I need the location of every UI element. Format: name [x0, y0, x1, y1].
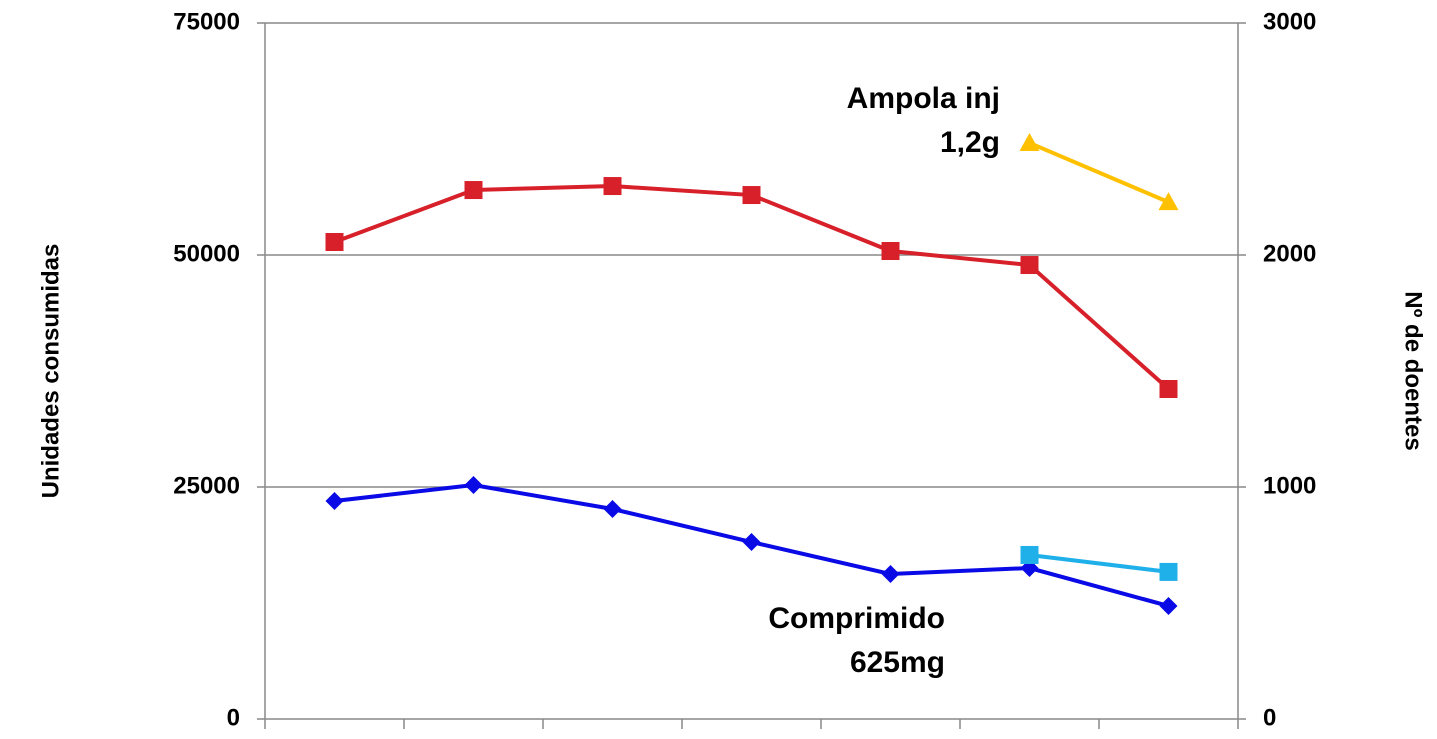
y2-axis-label: Nº de doentes: [1400, 291, 1427, 450]
marker: [1020, 256, 1039, 275]
annotation: 1,2g: [940, 126, 1000, 159]
marker: [1158, 192, 1179, 211]
marker: [464, 181, 483, 200]
marker: [1020, 545, 1039, 564]
marker: [742, 186, 761, 205]
marker: [325, 233, 344, 252]
y2-tick-label: 3000: [1263, 8, 1316, 35]
marker: [1159, 380, 1178, 399]
y-tick-label: 0: [227, 704, 240, 731]
marker: [325, 492, 344, 511]
annotation: 625mg: [850, 646, 945, 679]
marker: [464, 476, 483, 495]
y-tick-label: 50000: [173, 240, 240, 267]
annotation: Ampola inj: [847, 82, 1000, 115]
y2-tick-label: 1000: [1263, 472, 1316, 499]
y2-tick-label: 2000: [1263, 240, 1316, 267]
marker: [881, 565, 900, 584]
y-tick-label: 75000: [173, 8, 240, 35]
marker: [603, 177, 622, 196]
y-tick-label: 25000: [173, 472, 240, 499]
marker: [603, 499, 622, 518]
series-line: [1028, 141, 1170, 204]
marker: [742, 533, 761, 552]
marker: [1019, 132, 1040, 151]
series-line: [1029, 552, 1169, 574]
y2-tick-label: 0: [1263, 704, 1276, 731]
marker: [881, 242, 900, 261]
annotation: Comprimido: [768, 602, 945, 635]
marker: [1159, 596, 1178, 615]
series-line: [333, 184, 1170, 391]
marker: [1159, 562, 1178, 581]
y-axis-label: Unidades consumidas: [37, 244, 64, 499]
